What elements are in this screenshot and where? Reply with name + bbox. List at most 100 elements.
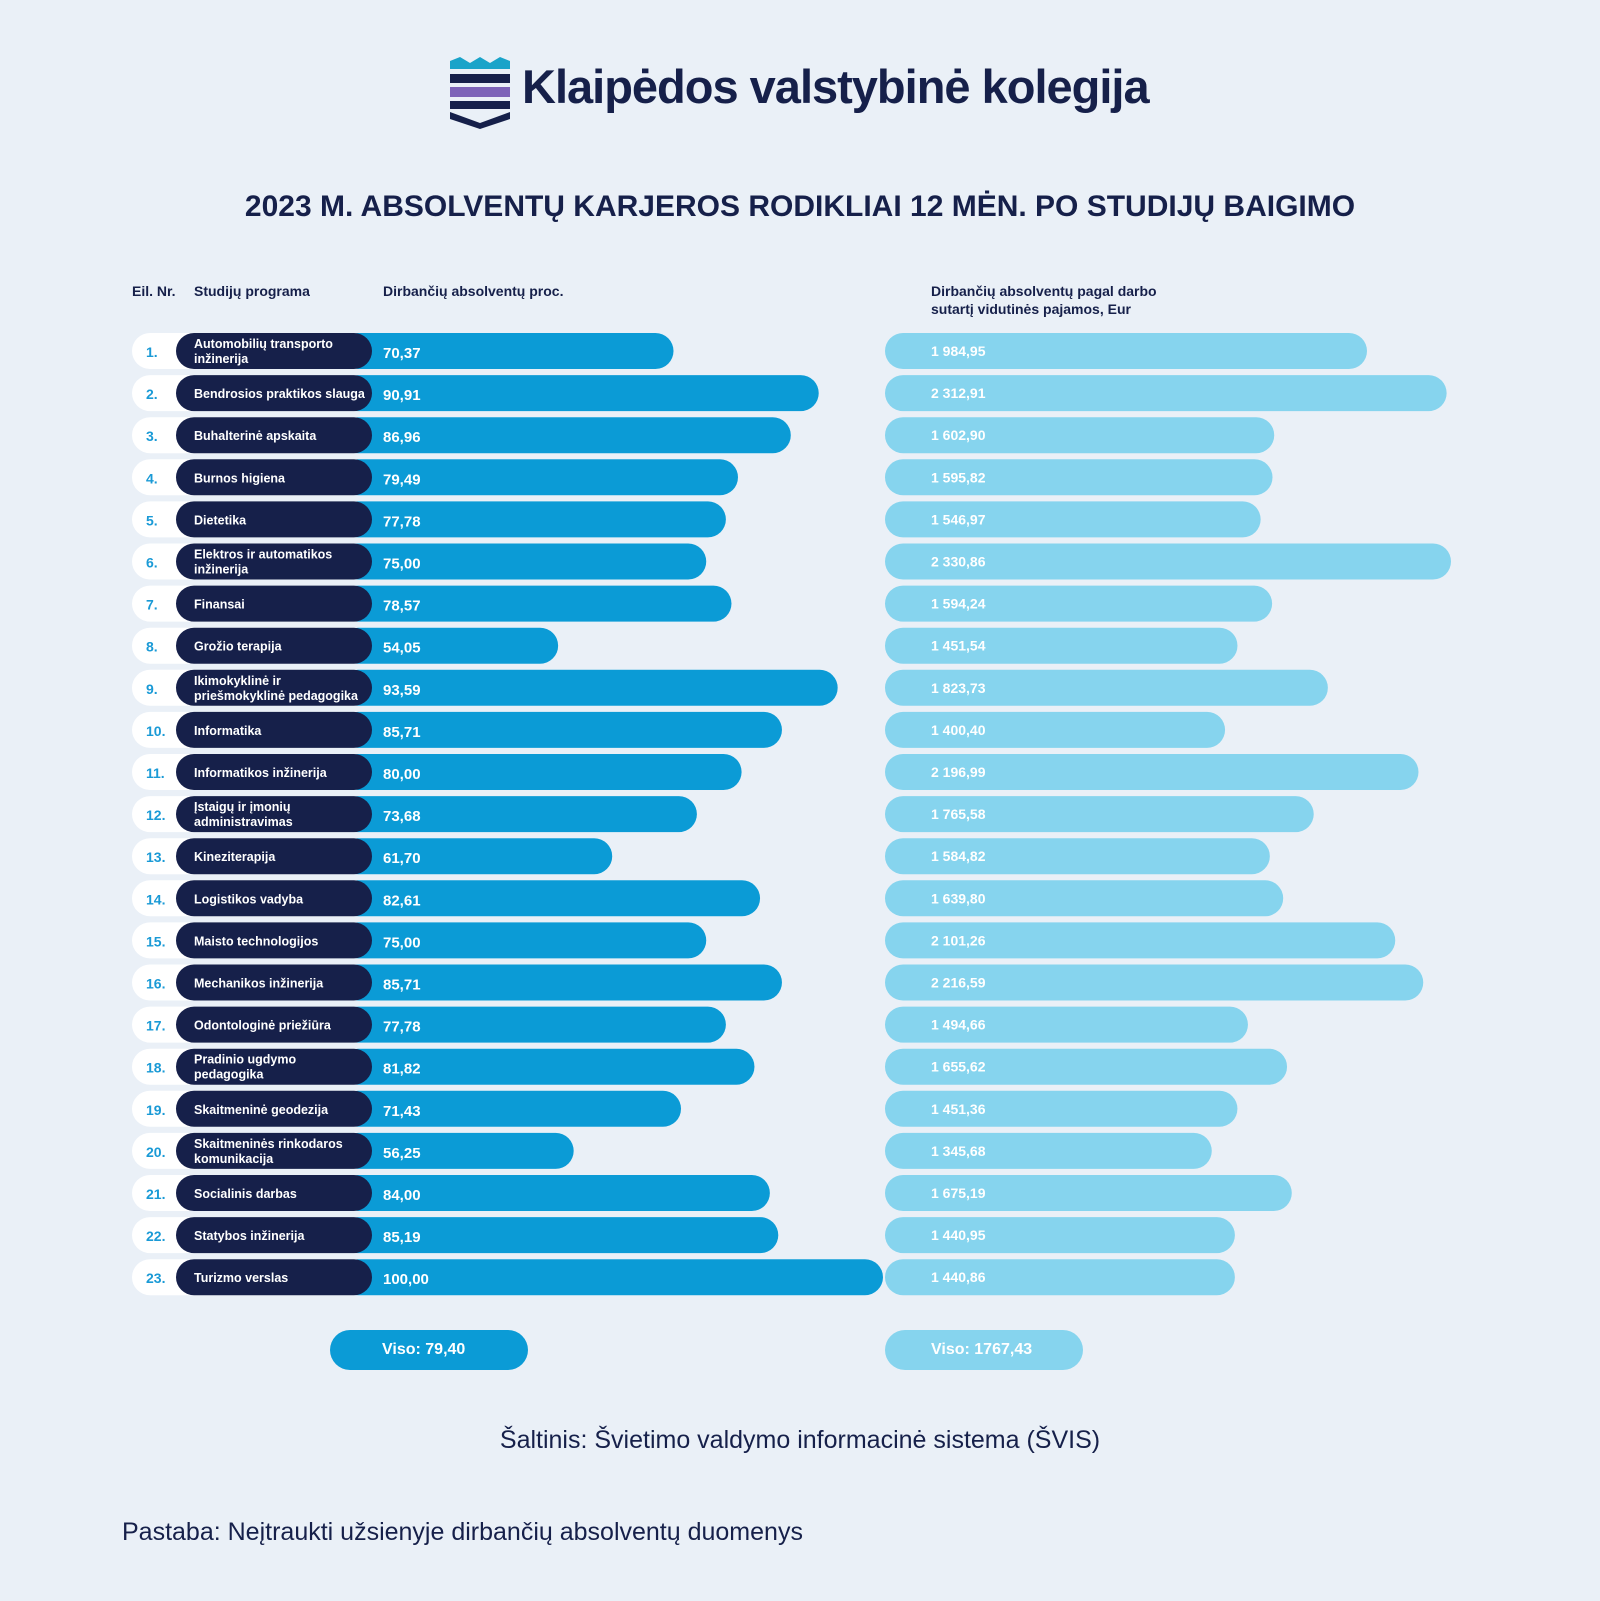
program-pill [176, 838, 372, 875]
income-bar [885, 1217, 1235, 1254]
employed-value: 100,00 [383, 1271, 429, 1288]
program-pill [176, 501, 372, 538]
program-name: Informatikos inžinerija [194, 766, 328, 780]
header-nr: Eil. Nr. [132, 283, 176, 299]
employed-bar [340, 459, 738, 496]
program-pill [176, 880, 372, 917]
income-bar [885, 880, 1284, 917]
employed-value: 93,59 [383, 682, 421, 699]
row-number: 11. [146, 765, 165, 781]
program-name: Odontologinė priežiūra [194, 1019, 332, 1033]
income-value: 1 594,24 [931, 596, 986, 612]
program-name-line: komunikacija [194, 1152, 274, 1166]
header-income: Dirbančių absolventų pagal darbo sutartį… [931, 282, 1157, 318]
program-name: Buhalterinė apskaita [194, 429, 317, 443]
income-bar [885, 669, 1328, 706]
employed-value: 90,91 [383, 387, 421, 404]
employed-value: 71,43 [383, 1103, 421, 1120]
program-pill [176, 1090, 372, 1127]
employed-value: 79,49 [383, 471, 421, 488]
row-number: 9. [146, 681, 158, 697]
program-name-line: inžinerija [194, 563, 249, 577]
row-number: 17. [146, 1018, 165, 1034]
row-number: 23. [146, 1270, 165, 1286]
row-number: 20. [146, 1144, 165, 1160]
program-pill [176, 375, 372, 412]
employed-value: 73,68 [383, 808, 421, 825]
program-pill [176, 1175, 372, 1211]
income-bar [885, 501, 1261, 538]
income-bar [885, 417, 1275, 454]
program-name: Finansai [194, 598, 245, 612]
row-number: 2. [146, 386, 158, 402]
income-value: 1 546,97 [931, 511, 986, 527]
income-value: 1 639,80 [931, 890, 986, 906]
row-number: 1. [146, 344, 158, 360]
header-income-line2: sutartį vidutinės pajamos, Eur [931, 301, 1131, 317]
row-number: 21. [146, 1186, 165, 1202]
row-number: 10. [146, 723, 165, 739]
program-name-line: Elektros ir automatikos [194, 548, 332, 562]
row-number: 14. [146, 891, 165, 907]
income-value: 1 440,86 [931, 1269, 986, 1285]
employed-value: 77,78 [383, 513, 421, 530]
program-pill [176, 1132, 372, 1169]
income-bar [885, 1006, 1248, 1043]
income-bar [885, 964, 1424, 1001]
program-name: Turizmo verslas [194, 1271, 288, 1285]
employed-bar [340, 880, 761, 917]
program-pill [176, 1259, 372, 1296]
employed-value: 84,00 [383, 1187, 421, 1204]
income-bar [885, 796, 1314, 833]
program-name: Skaitmeninė geodezija [194, 1103, 329, 1117]
income-bar [885, 585, 1273, 622]
program-name: Kineziterapija [194, 850, 276, 864]
program-pill [176, 669, 372, 706]
row-number: 18. [146, 1060, 165, 1076]
income-value: 1 451,36 [931, 1101, 986, 1117]
row-number: 7. [146, 597, 158, 613]
brand-logo: Klaipėdos valstybinė kolegija [450, 55, 1170, 135]
employed-value: 85,71 [383, 977, 421, 994]
income-value: 1 584,82 [931, 848, 986, 864]
income-bar [885, 922, 1396, 959]
income-value: 2 101,26 [931, 932, 986, 948]
program-name: Maisto technologijos [194, 934, 318, 948]
program-pill [176, 459, 372, 496]
income-value: 1 765,58 [931, 806, 986, 822]
employed-value: 85,71 [383, 724, 421, 741]
program-pill [176, 922, 372, 959]
income-bar [885, 1175, 1292, 1211]
employed-bar [340, 1048, 755, 1085]
row-number: 13. [146, 849, 165, 865]
income-value: 1 595,82 [931, 469, 986, 485]
income-bar [885, 754, 1419, 790]
row-number: 22. [146, 1228, 165, 1244]
income-value: 1 602,90 [931, 427, 986, 443]
program-pill [176, 333, 372, 369]
program-pill [176, 711, 372, 748]
employed-value: 78,57 [383, 598, 421, 615]
program-name-line: Ikimokyklinė ir [194, 674, 281, 688]
income-value: 1 345,68 [931, 1143, 986, 1159]
program-name-line: administravimas [194, 815, 293, 829]
row-number: 3. [146, 428, 158, 444]
income-value: 1 451,54 [931, 638, 986, 654]
income-bar [885, 543, 1451, 580]
income-bar [885, 459, 1273, 496]
total-employed: Viso: 79,40 [330, 1330, 528, 1370]
program-pill [176, 1048, 372, 1085]
income-value: 2 196,99 [931, 764, 986, 780]
footnote: Pastaba: Neįtraukti užsienyje dirbančių … [122, 1518, 803, 1546]
program-name-line: Pradinio ugdymo [194, 1053, 296, 1067]
header-income-line1: Dirbančių absolventų pagal darbo [931, 283, 1157, 299]
row-number: 12. [146, 807, 165, 823]
employed-bar [340, 1132, 574, 1169]
income-value: 2 330,86 [931, 554, 986, 570]
employed-bar [340, 669, 838, 706]
employed-bar [340, 1006, 726, 1043]
program-name: Statybos inžinerija [194, 1229, 305, 1243]
employed-bar [340, 838, 613, 875]
employed-bar [340, 964, 782, 1001]
